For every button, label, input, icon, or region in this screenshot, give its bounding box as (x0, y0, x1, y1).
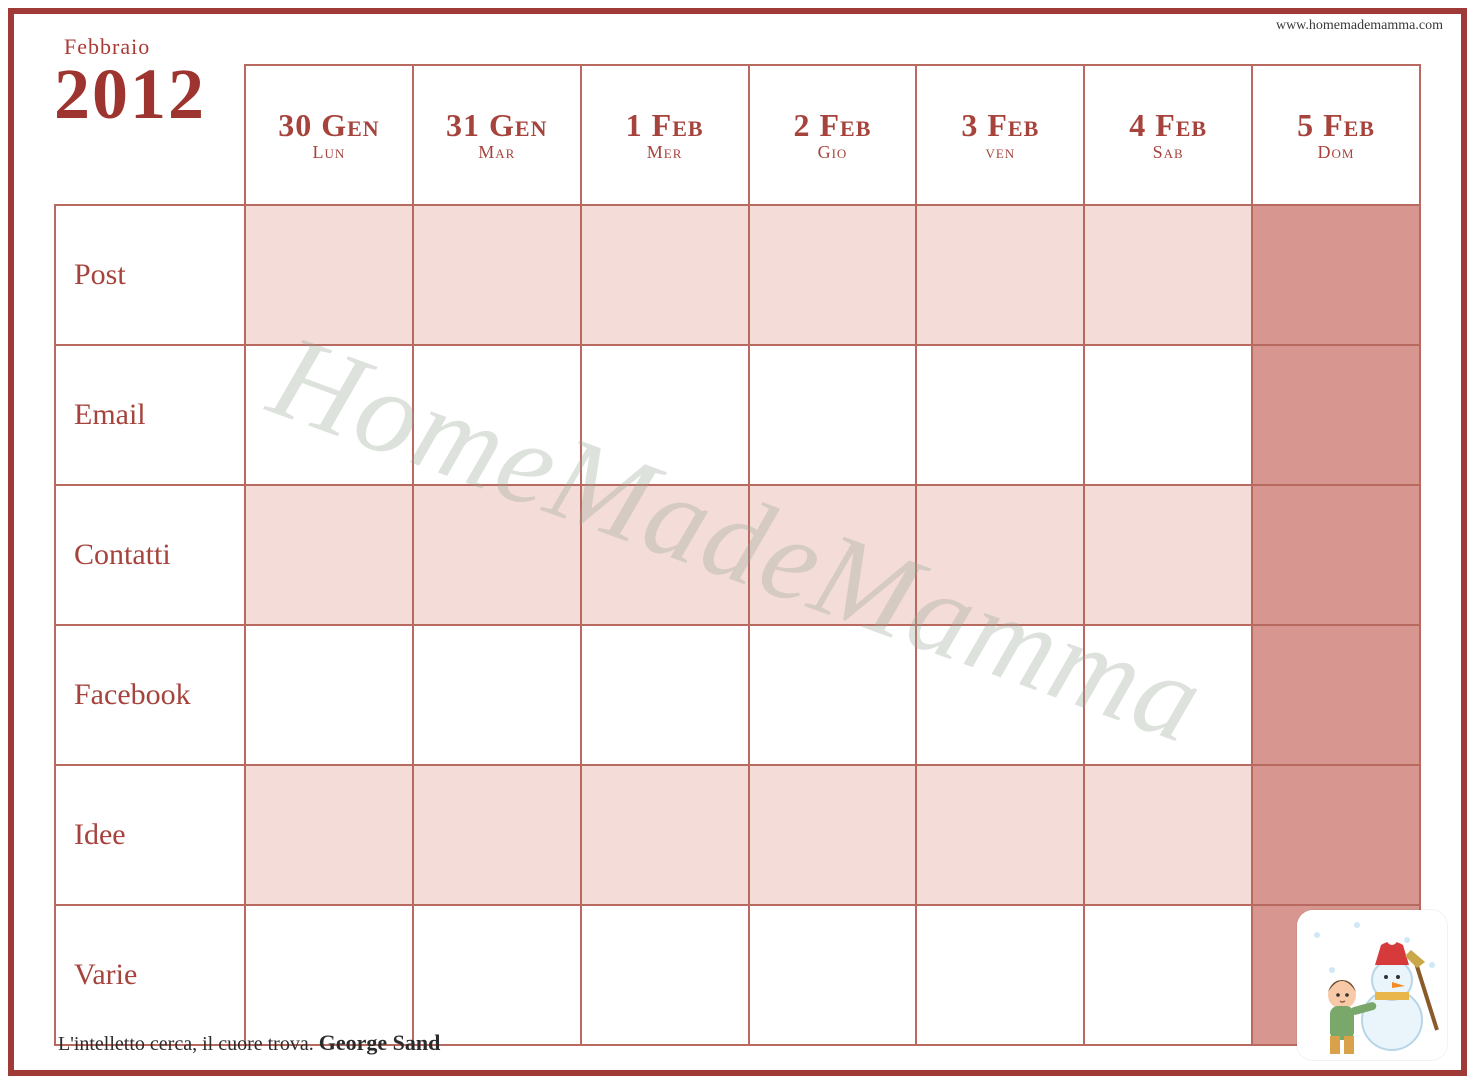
planner-cell (413, 205, 581, 345)
planner-cell (245, 485, 413, 625)
row-label-cell: Post (55, 205, 245, 345)
corner-illustration (1297, 910, 1447, 1060)
planner-cell (749, 205, 917, 345)
site-url: www.homemademamma.com (1276, 18, 1443, 34)
planner-cell (749, 765, 917, 905)
day-date: 5 Feb (1253, 107, 1419, 144)
planner-row: Email (55, 345, 1420, 485)
day-dow: Mar (414, 142, 580, 163)
day-date: 31 Gen (414, 107, 580, 144)
planner-cell (1084, 765, 1252, 905)
planner-cell (245, 625, 413, 765)
planner-row: Idee (55, 765, 1420, 905)
planner-cell (581, 625, 749, 765)
row-label: Varie (74, 958, 244, 992)
planner-cell (245, 905, 413, 1045)
planner-cell (413, 625, 581, 765)
row-label-cell: Idee (55, 765, 245, 905)
planner-cell (581, 765, 749, 905)
planner-cell (413, 905, 581, 1045)
row-label: Idee (74, 818, 244, 852)
planner-cell (245, 345, 413, 485)
planner-row: Post (55, 205, 1420, 345)
day-date: 4 Feb (1085, 107, 1251, 144)
day-head-5: 4 FebSab (1084, 65, 1252, 205)
day-date: 1 Feb (582, 107, 748, 144)
day-head-1: 31 GenMar (413, 65, 581, 205)
planner-cell (749, 625, 917, 765)
day-head-3: 2 FebGio (749, 65, 917, 205)
day-date: 30 Gen (246, 107, 412, 144)
planner-cell (749, 485, 917, 625)
planner-cell (916, 905, 1084, 1045)
day-dow: Dom (1253, 142, 1419, 163)
day-dow: Gio (750, 142, 916, 163)
day-date: 2 Feb (750, 107, 916, 144)
planner-table: 30 GenLun31 GenMar1 FebMer2 FebGio3 Febv… (54, 64, 1421, 1046)
row-label-cell: Facebook (55, 625, 245, 765)
planner-cell (916, 205, 1084, 345)
planner-cell (245, 205, 413, 345)
planner-row: Contatti (55, 485, 1420, 625)
quote-author: George Sand (319, 1030, 441, 1055)
page-frame: www.homemademamma.com Febbraio 2012 30 G… (8, 8, 1467, 1076)
row-label: Email (74, 398, 244, 432)
planner-cell (749, 905, 917, 1045)
day-head-2: 1 FebMer (581, 65, 749, 205)
planner-cell (1084, 345, 1252, 485)
row-label-cell: Email (55, 345, 245, 485)
day-head-4: 3 Febven (916, 65, 1084, 205)
planner-body: Post Email Contatti Facebook Idee Varie (55, 205, 1420, 1045)
planner-cell (581, 485, 749, 625)
row-label-cell: Varie (55, 905, 245, 1045)
day-dow: Sab (1085, 142, 1251, 163)
planner-cell (916, 765, 1084, 905)
planner-cell (1084, 905, 1252, 1045)
row-label: Contatti (74, 538, 244, 572)
planner-cell (245, 765, 413, 905)
planner-cell (1084, 205, 1252, 345)
planner-cell (1084, 625, 1252, 765)
planner-cell (581, 905, 749, 1045)
day-head-6: 5 FebDom (1252, 65, 1420, 205)
footer-quote: L'intelletto cerca, il cuore trova. Geor… (58, 1030, 440, 1056)
planner-cell (916, 485, 1084, 625)
planner-cell (1252, 765, 1420, 905)
planner-cell (916, 345, 1084, 485)
planner-row: Facebook (55, 625, 1420, 765)
planner-cell (413, 345, 581, 485)
day-dow: Mer (582, 142, 748, 163)
planner-cell (749, 345, 917, 485)
planner-cell (1252, 485, 1420, 625)
row-label: Facebook (74, 678, 244, 712)
day-dow: Lun (246, 142, 412, 163)
planner-cell (581, 205, 749, 345)
corner-cell (55, 65, 245, 205)
planner-cell (1252, 345, 1420, 485)
row-label: Post (74, 258, 244, 292)
planner-row: Varie (55, 905, 1420, 1045)
planner-cell (1084, 485, 1252, 625)
day-dow: ven (917, 142, 1083, 163)
row-label-cell: Contatti (55, 485, 245, 625)
day-head-0: 30 GenLun (245, 65, 413, 205)
planner-cell (413, 765, 581, 905)
quote-text: L'intelletto cerca, il cuore trova. (58, 1033, 314, 1055)
header-row: 30 GenLun31 GenMar1 FebMer2 FebGio3 Febv… (55, 65, 1420, 205)
day-date: 3 Feb (917, 107, 1083, 144)
planner-cell (581, 345, 749, 485)
planner-cell (413, 485, 581, 625)
planner-cell (1252, 625, 1420, 765)
planner-cell (916, 625, 1084, 765)
planner-cell (1252, 205, 1420, 345)
